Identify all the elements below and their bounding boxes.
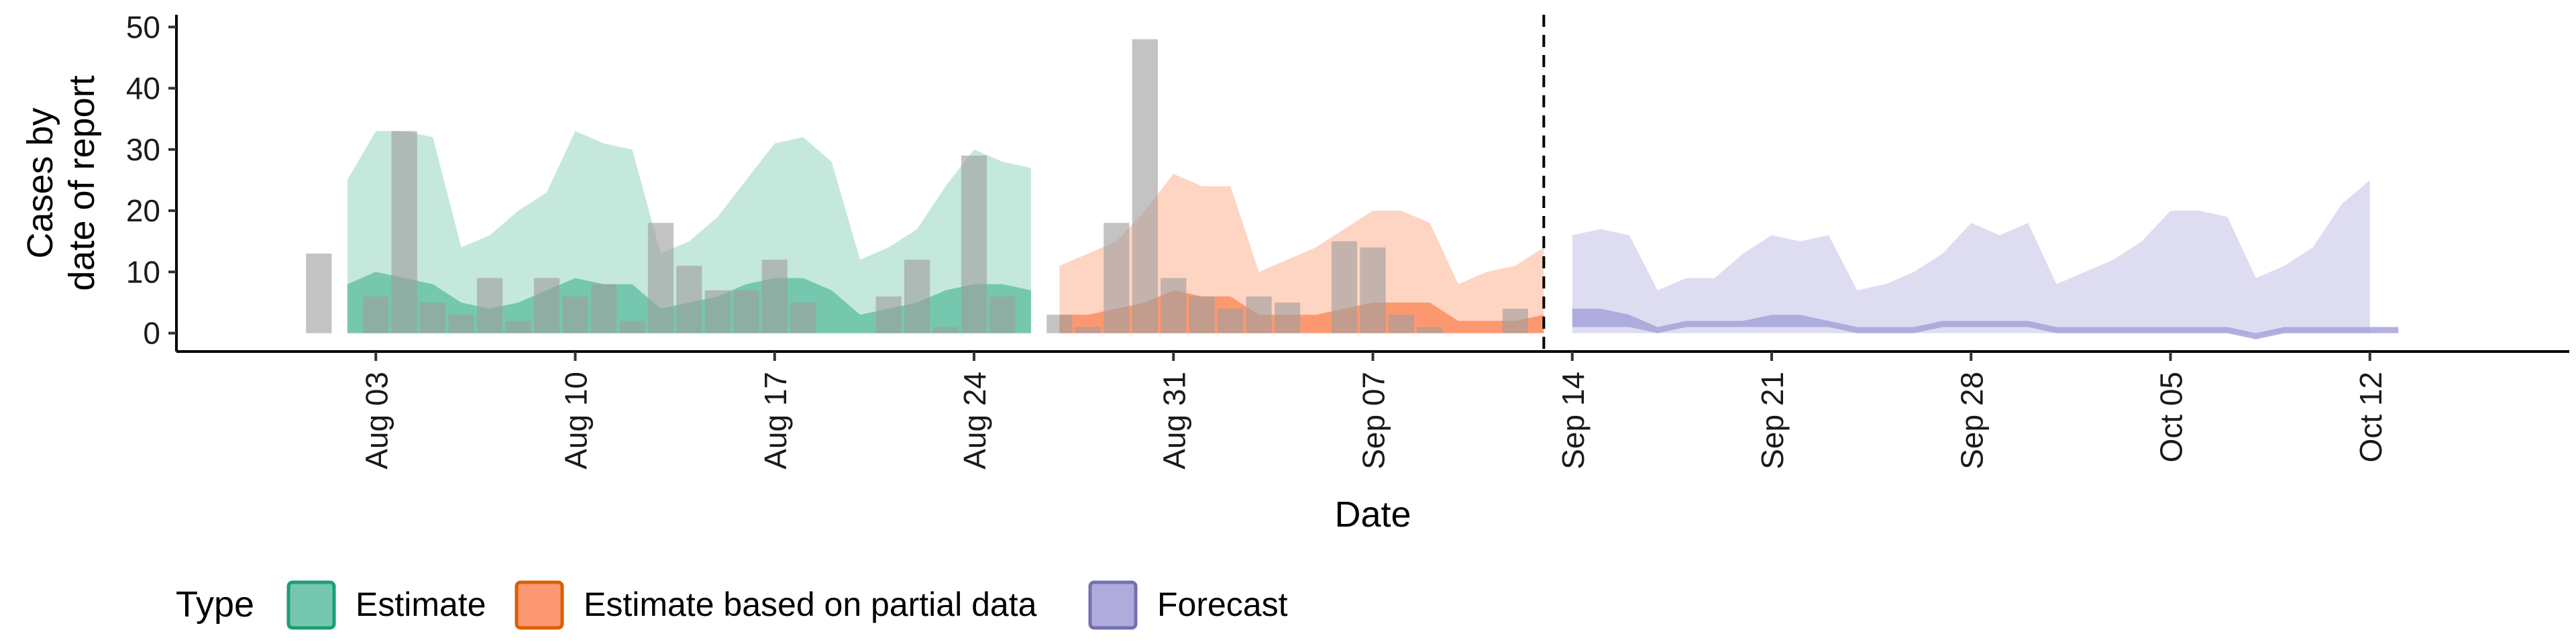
observed-bar — [761, 260, 788, 333]
observed-bar — [1104, 223, 1130, 333]
observed-bar — [647, 223, 674, 333]
observed-bar — [533, 278, 560, 333]
observed-bars-layer — [306, 39, 1528, 333]
axes-layer — [168, 15, 2569, 361]
observed-bar — [1046, 315, 1073, 333]
observed-bar — [989, 296, 1016, 333]
y-axis-title-line-2: date of report — [62, 75, 102, 290]
observed-bar — [306, 254, 332, 333]
x-tick-label: Oct 12 — [2353, 372, 2388, 463]
observed-bar — [590, 284, 617, 333]
observed-bar — [391, 131, 417, 333]
observed-bar — [420, 303, 446, 333]
x-tick-labels: Aug 03 Aug 10 Aug 17 Aug 24 Aug 31 Sep 07 Sep … — [359, 372, 2388, 470]
y-tick-label: 40 — [126, 71, 160, 106]
observed-bar — [961, 155, 987, 333]
observed-bar — [932, 327, 959, 333]
y-tick-label: 10 — [126, 254, 160, 289]
x-tick-label: Sep 21 — [1755, 372, 1790, 470]
observed-bar — [363, 296, 389, 333]
x-tick-label: Aug 24 — [957, 372, 992, 470]
inner-band-2 — [1572, 309, 2399, 339]
y-tick-label: 20 — [126, 193, 160, 228]
x-tick-label: Sep 14 — [1556, 372, 1591, 470]
y-tick-labels: 0 10 20 30 40 50 — [126, 9, 160, 350]
legend-label: Estimate — [356, 586, 486, 623]
observed-bar — [1246, 296, 1272, 333]
x-axis-title: Date — [1334, 494, 1411, 535]
observed-bar — [790, 303, 816, 333]
legend-swatch — [515, 580, 564, 630]
observed-bar — [676, 266, 702, 333]
observed-bar — [1161, 278, 1187, 333]
observed-bar — [704, 290, 731, 333]
observed-bar — [1331, 241, 1358, 333]
observed-bar — [1388, 315, 1415, 333]
x-tick-label: Aug 31 — [1157, 372, 1191, 470]
legend-label: Forecast — [1157, 586, 1288, 623]
observed-bar — [875, 296, 902, 333]
inner-band-0 — [347, 272, 1031, 333]
observed-bar — [1502, 309, 1528, 333]
legend-label: Estimate based on partial data — [584, 586, 1037, 623]
legend-swatch — [286, 580, 336, 630]
x-tick-label: Sep 28 — [1954, 372, 1989, 470]
observed-bar — [477, 278, 503, 333]
x-tick-label: Aug 17 — [758, 372, 793, 470]
observed-bar — [1417, 327, 1443, 333]
x-tick-label: Sep 07 — [1356, 372, 1391, 470]
outer-bands-layer — [347, 131, 2370, 333]
observed-bar — [733, 290, 759, 333]
observed-bar — [448, 315, 474, 333]
outer-band-2 — [1572, 180, 2370, 333]
observed-bar — [1360, 247, 1386, 333]
observed-bar — [904, 260, 930, 333]
observed-bar — [1075, 327, 1101, 333]
y-tick-label: 30 — [126, 132, 160, 167]
x-tick-label: Aug 10 — [559, 372, 594, 470]
y-tick-label: 0 — [143, 316, 160, 351]
observed-bar — [1189, 296, 1215, 333]
y-axis-title-line-1: Cases by — [20, 107, 60, 258]
legend: Type Estimate Estimate based on partial d… — [176, 580, 1288, 630]
observed-bar — [562, 296, 588, 333]
observed-bar — [1275, 303, 1301, 333]
outer-band-0 — [347, 131, 1031, 333]
observed-bar — [1218, 309, 1244, 333]
legend-swatch — [1088, 580, 1138, 630]
x-tick-label: Oct 05 — [2154, 372, 2189, 463]
y-tick-label: 50 — [126, 9, 160, 44]
observed-bar — [1132, 39, 1158, 333]
legend-title: Type — [176, 584, 254, 625]
observed-bar — [505, 321, 531, 333]
x-tick-label: Aug 03 — [359, 372, 394, 470]
observed-bar — [619, 321, 645, 333]
